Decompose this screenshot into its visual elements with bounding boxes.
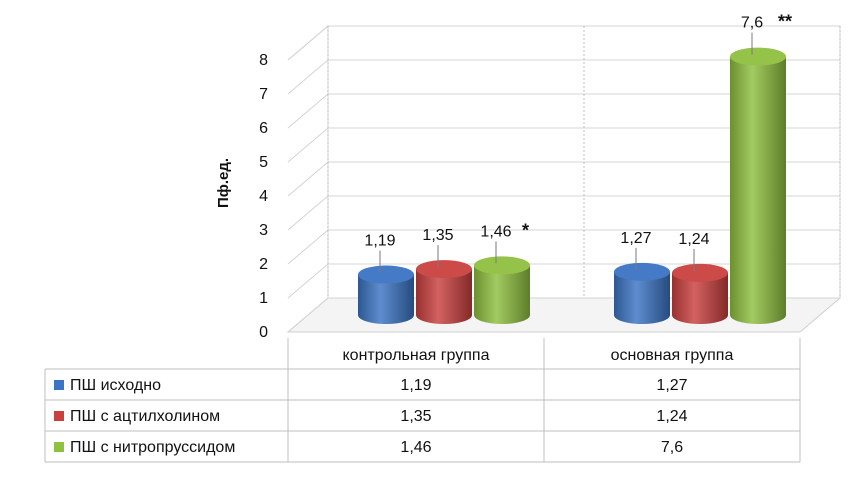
bar [358,265,414,324]
table-cell: 1,46 [400,439,431,456]
bar [730,47,786,324]
table-cell: 1,35 [400,408,431,425]
y-tick-label: 0 [259,324,268,341]
legend-label: ПШ с ацтилхолином [70,408,220,425]
data-label: 1,19 [364,233,395,250]
category-label: основная группа [611,347,734,364]
bar-body [358,274,414,324]
bar [614,262,670,324]
bar-top [416,260,472,279]
data-label: 1,24 [678,231,709,248]
data-label: 1,35 [422,227,453,244]
y-tick-label: 1 [259,290,268,307]
bar-body [672,272,728,324]
legend-swatch [54,442,64,452]
y-axis-label: Пф.ед. [215,158,232,208]
table-cell: 7,6 [661,439,683,456]
bar-top [672,263,728,282]
legend-swatch [54,411,64,421]
legend-swatch [54,380,64,390]
y-tick-label: 4 [259,188,268,205]
bar-top [614,262,670,281]
data-label: 1,46 [480,223,511,240]
bar-body [614,271,670,324]
y-axis-ticks: 0 1 2 3 4 5 6 7 8 [259,52,268,341]
y-tick-label: 2 [259,256,268,273]
category-label: контрольная группа [343,347,490,364]
table-cell: 1,24 [656,408,687,425]
bar-body [416,269,472,324]
bar-body [730,56,786,324]
bar [416,260,472,324]
y-tick-label: 6 [259,120,268,137]
data-label: 1,27 [620,230,651,247]
bars [358,47,786,324]
y-tick-label: 7 [259,86,268,103]
bar [672,263,728,324]
bar-body [474,265,530,324]
table-cell: 1,27 [656,377,687,394]
y-tick-label: 5 [259,154,268,171]
data-table: контрольная группа основная группа ПШ исхо… [44,338,801,463]
legend-label: ПШ с нитропруссидом [70,439,235,456]
legend-label: ПШ исходно [70,377,161,394]
bar-top [358,265,414,284]
data-label: 7,6 [741,15,763,32]
y-tick-label: 8 [259,52,268,69]
bar-top [474,256,530,275]
bar-top [730,47,786,66]
y-tick-label: 3 [259,222,268,239]
bar [474,256,530,324]
significance-mark: * [522,220,529,240]
data-labels: 1,19 1,27 1,35 1,24 1,46 * 7,6 ** [364,12,792,273]
gridlines [287,25,841,333]
table-cell: 1,19 [400,377,431,394]
significance-mark: ** [778,12,792,32]
